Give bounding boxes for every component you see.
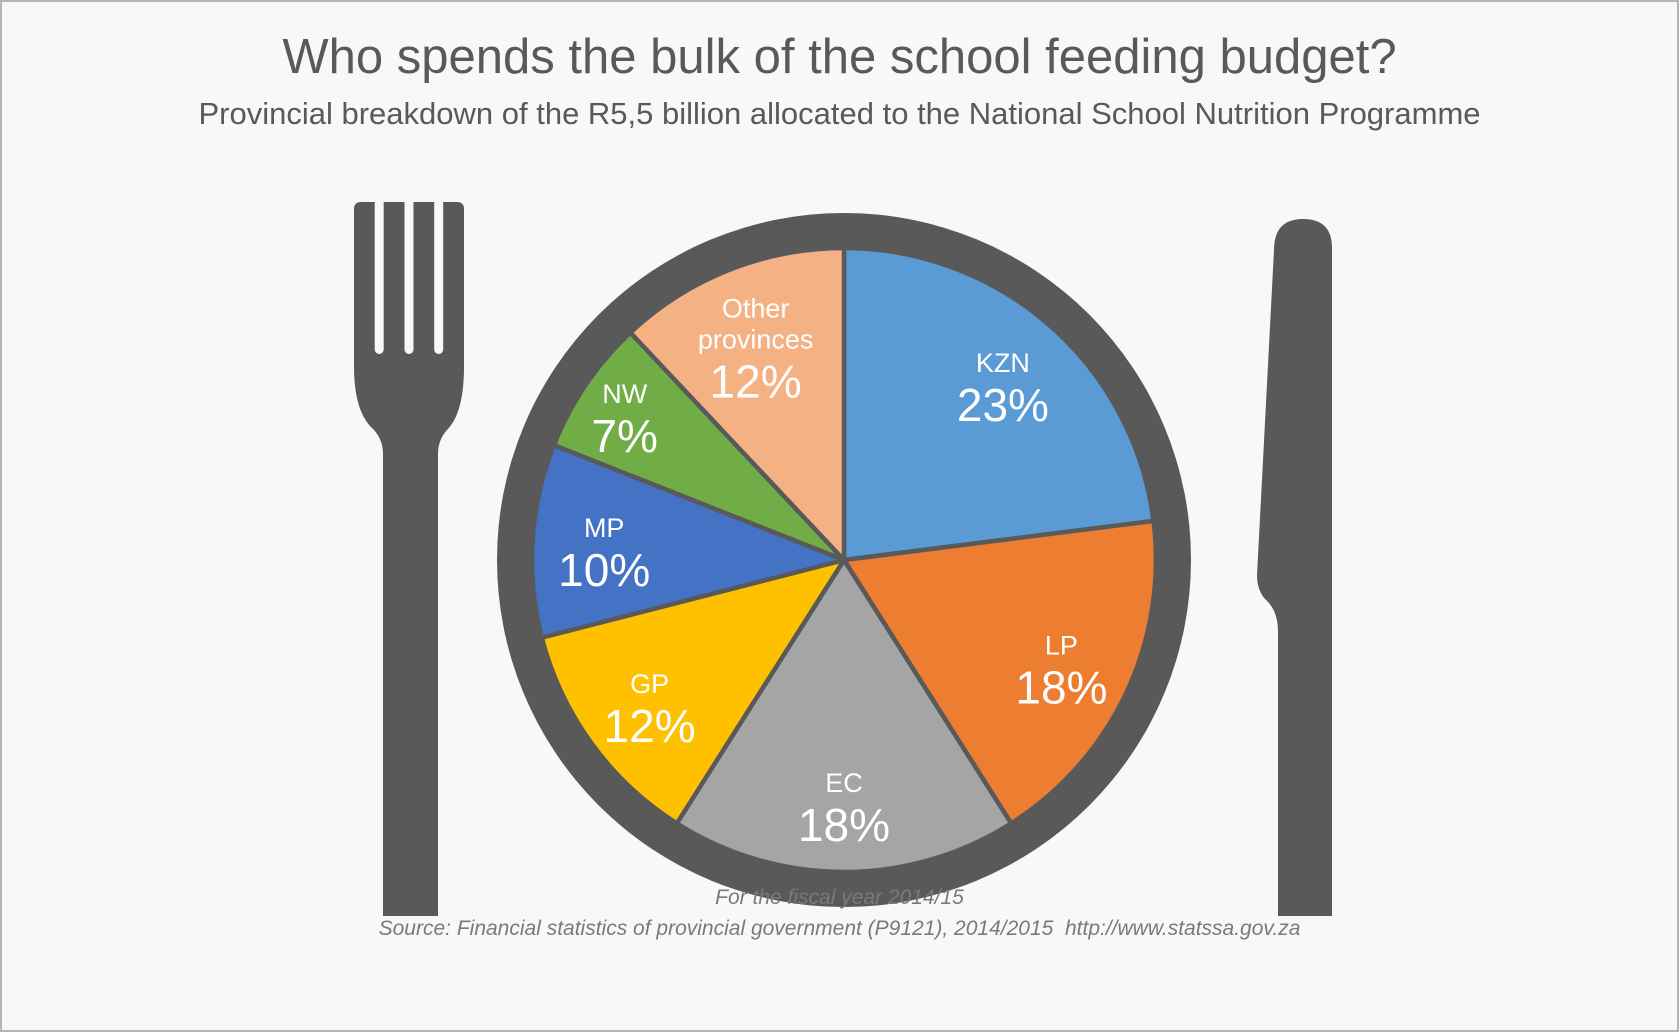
pie-slice-lp <box>841 518 1159 826</box>
slice-label-nw: NW7% <box>591 379 657 462</box>
slice-percent-text: 18% <box>1015 661 1107 713</box>
slice-name-text: LP <box>1045 630 1078 660</box>
pie-slice-ec <box>674 557 1014 875</box>
footnote: For the fiscal year 2014/15 Source: Fina… <box>2 882 1677 944</box>
pie-slice-nw <box>551 330 847 563</box>
footnote-source: Source: Financial statistics of provinci… <box>378 917 1301 940</box>
fork-icon <box>354 192 464 916</box>
pie-chart: KZN23%LP18%EC18%GP12%MP10%NW7%Otherprovi… <box>529 245 1159 875</box>
slice-percent-text: 23% <box>957 379 1049 431</box>
slice-name-text: GP <box>630 669 669 699</box>
slice-name-text: KZN <box>976 348 1030 378</box>
fork-tine-gap <box>374 192 384 354</box>
page-title: Who spends the bulk of the school feedin… <box>282 30 1397 84</box>
slice-percent-text: 7% <box>591 410 657 462</box>
slice-name-text: provinces <box>698 325 814 355</box>
fork-tine-gap <box>434 192 444 354</box>
pie-slice-gp <box>539 557 847 826</box>
slice-percent-text: 12% <box>710 356 802 408</box>
page-subtitle: Provincial breakdown of the R5,5 billion… <box>198 96 1481 131</box>
slice-name-text: EC <box>825 768 863 798</box>
slice-percent-text: 12% <box>604 700 696 752</box>
fork-tine-gap <box>404 192 414 354</box>
knife-icon <box>1257 219 1332 916</box>
pie-slice-other-provinces <box>628 245 847 563</box>
slice-name-text: MP <box>584 513 625 543</box>
slice-percent-text: 18% <box>798 799 890 851</box>
slice-percent-text: 10% <box>558 544 650 596</box>
slice-name-text: NW <box>602 379 647 409</box>
pie-slice-mp <box>529 442 847 640</box>
footnote-period: For the fiscal year 2014/15 <box>715 886 964 909</box>
slice-name-text: Other <box>722 294 790 324</box>
pie-slice-kzn <box>841 245 1156 563</box>
fork-body <box>354 202 464 916</box>
